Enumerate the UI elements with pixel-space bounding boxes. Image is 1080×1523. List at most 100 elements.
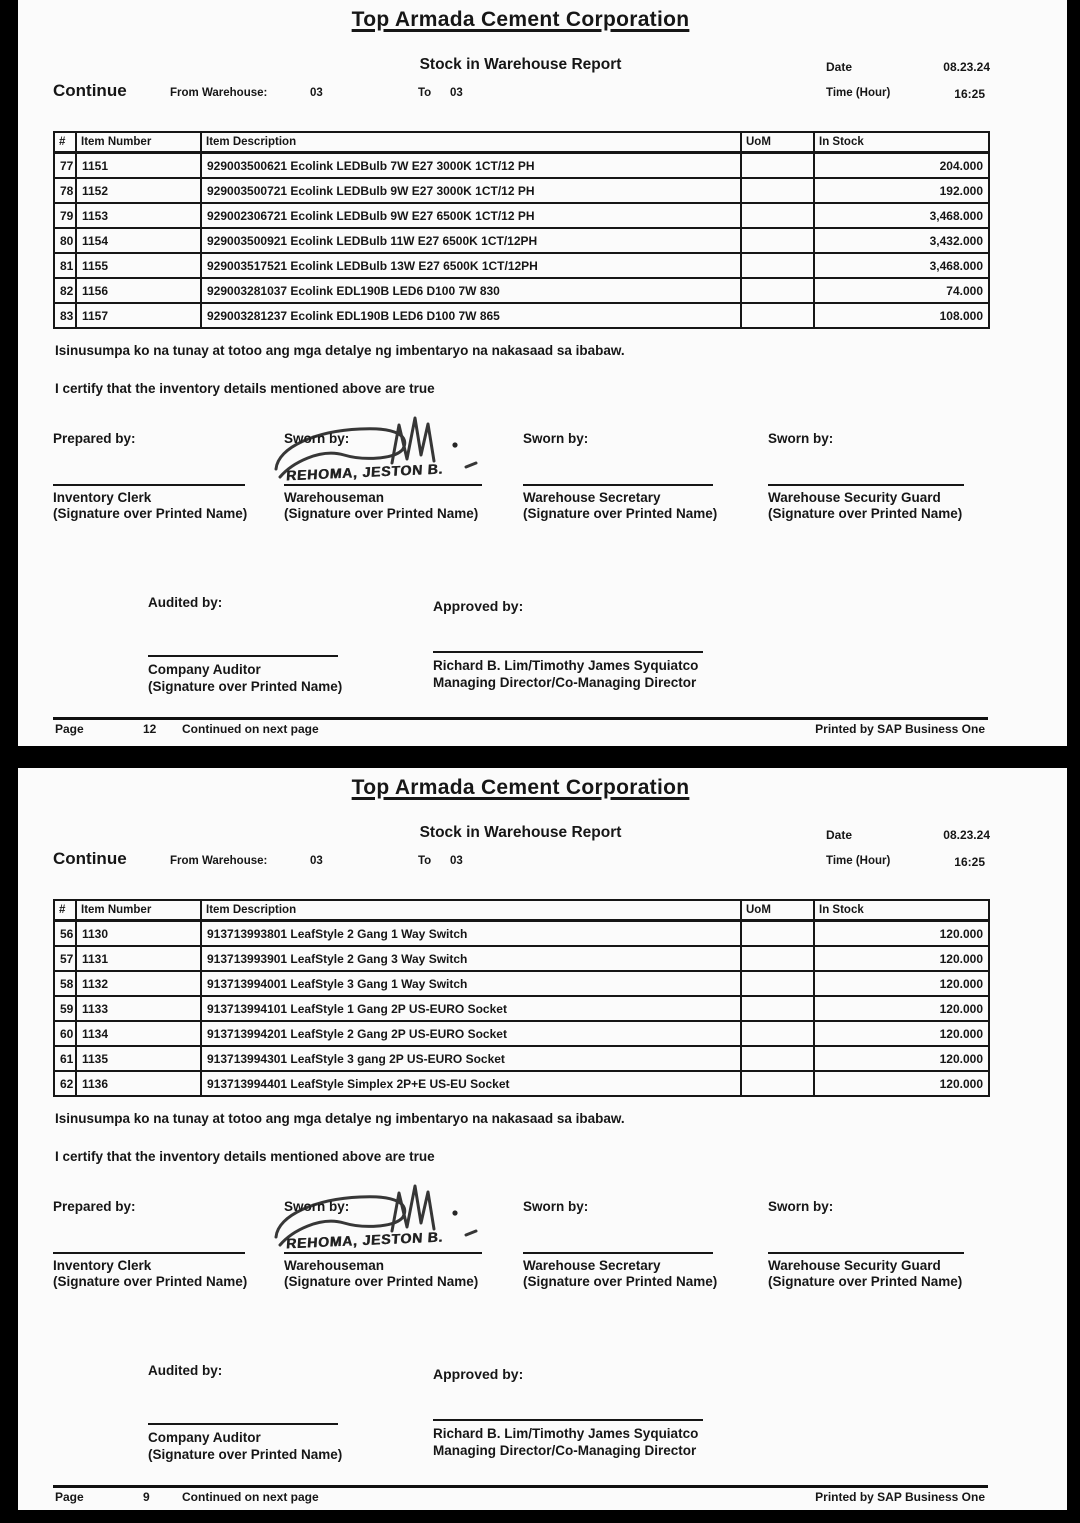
uom-cell: [740, 1020, 815, 1047]
table-row: 60 1134 913713994201 LeafStyle 2 Gang 2P U…: [53, 1020, 990, 1047]
signature-line-3: [523, 1252, 713, 1254]
table-row: 57 1131 913713993901 LeafStyle 2 Gang 3 Wa…: [53, 945, 990, 972]
auditor-role: Company Auditor: [148, 1430, 261, 1445]
role-inventory-clerk: Inventory Clerk: [53, 1258, 152, 1273]
sworn-by-label-2: Sworn by:: [523, 431, 589, 446]
item-description-cell: 929003500721 Ecolink LEDBulb 9W E27 3000…: [200, 177, 742, 204]
stock-table: # Item Number Item Description UoM In St…: [53, 131, 990, 329]
approved-by-label: Approved by:: [433, 1366, 524, 1382]
in-stock-cell: 120.000: [813, 1070, 990, 1097]
header-item-description: Item Description: [200, 899, 742, 922]
header-in-stock: In Stock: [813, 131, 990, 154]
table-row: 82 1156 929003281037 Ecolink EDL190B LED6 …: [53, 277, 990, 304]
footer-rule: [53, 717, 988, 720]
table-row: 81 1155 929003517521 Ecolink LEDBulb 13W E…: [53, 252, 990, 279]
table-row: 78 1152 929003500721 Ecolink LEDBulb 9W E2…: [53, 177, 990, 204]
to-label: To: [418, 87, 432, 99]
signature-caption-3: (Signature over Printed Name): [523, 1274, 718, 1289]
table-row: 80 1154 929003500921 Ecolink LEDBulb 11W E…: [53, 227, 990, 254]
report-page-1: Top Armada Cement Corporation Stock in W…: [18, 0, 1067, 746]
signature-line-4: [768, 1252, 964, 1254]
item-description-cell: 929003281037 Ecolink EDL190B LED6 D100 7…: [200, 277, 742, 304]
item-number-cell: 1151: [75, 151, 202, 179]
uom-cell: [740, 302, 815, 329]
stock-table: # Item Number Item Description UoM In St…: [53, 899, 990, 1097]
audited-by-label: Audited by:: [148, 595, 223, 610]
table-row: 62 1136 913713994401 LeafStyle Simplex 2P+…: [53, 1070, 990, 1097]
approver-names: Richard B. Lim/Timothy James Syquiatco: [433, 1426, 699, 1441]
role-warehouse-secretary: Warehouse Secretary: [523, 490, 661, 505]
uom-cell: [740, 945, 815, 972]
item-number-cell: 1157: [75, 302, 202, 329]
row-number: 60: [53, 1020, 77, 1047]
item-description-cell: 913713994201 LeafStyle 2 Gang 2P US-EURO…: [200, 1020, 742, 1047]
in-stock-cell: 120.000: [813, 945, 990, 972]
from-warehouse-value: 03: [310, 855, 323, 867]
to-label: To: [418, 855, 432, 867]
auditor-role: Company Auditor: [148, 662, 261, 677]
from-warehouse-label: From Warehouse:: [170, 855, 268, 867]
item-description-cell: 913713994001 LeafStyle 3 Gang 1 Way Swit…: [200, 970, 742, 997]
row-number: 59: [53, 995, 77, 1022]
date-label: Date: [826, 60, 853, 74]
table-row: 83 1157 929003281237 Ecolink EDL190B LED6 …: [53, 302, 990, 329]
uom-cell: [740, 151, 815, 179]
row-number: 80: [53, 227, 77, 254]
in-stock-cell: 120.000: [813, 1045, 990, 1072]
footer-page-label: Page: [55, 1490, 84, 1504]
role-warehouse-security-guard: Warehouse Security Guard: [768, 1258, 941, 1273]
report-page-2: Top Armada Cement Corporation Stock in W…: [18, 768, 1067, 1510]
in-stock-cell: 3,468.000: [813, 202, 990, 229]
in-stock-cell: 108.000: [813, 302, 990, 329]
sworn-by-label-3: Sworn by:: [768, 431, 834, 446]
role-warehouse-security-guard: Warehouse Security Guard: [768, 490, 941, 505]
footer-page-number: 9: [143, 1490, 150, 1504]
in-stock-cell: 120.000: [813, 995, 990, 1022]
prepared-by-label: Prepared by:: [53, 431, 136, 446]
audited-by-label: Audited by:: [148, 1363, 223, 1378]
header-uom: UoM: [740, 131, 815, 154]
item-description-cell: 913713994401 LeafStyle Simplex 2P+E US-E…: [200, 1070, 742, 1097]
uom-cell: [740, 995, 815, 1022]
date-label: Date: [826, 828, 853, 842]
footer-printed-by: Printed by SAP Business One: [815, 1490, 985, 1504]
item-number-cell: 1136: [75, 1070, 202, 1097]
table-header: # Item Number Item Description UoM In St…: [53, 899, 990, 922]
signature-caption-2: (Signature over Printed Name): [284, 1274, 479, 1289]
item-number-cell: 1152: [75, 177, 202, 204]
time-value: 16:25: [954, 87, 985, 101]
row-number: 77: [53, 151, 77, 179]
in-stock-cell: 204.000: [813, 151, 990, 179]
table-row: 58 1132 913713994001 LeafStyle 3 Gang 1 Wa…: [53, 970, 990, 997]
uom-cell: [740, 1070, 815, 1097]
sworn-by-label-2: Sworn by:: [523, 1199, 589, 1214]
certification-english: I certify that the inventory details men…: [55, 381, 435, 396]
company-title-text: Top Armada Cement Corporation: [351, 8, 690, 31]
report-title: Stock in Warehouse Report: [419, 56, 622, 73]
header-uom: UoM: [740, 899, 815, 922]
continue-label: Continue: [53, 849, 127, 868]
item-number-cell: 1153: [75, 202, 202, 229]
role-warehouseman: Warehouseman: [284, 1258, 385, 1273]
auditor-signature-line: [148, 1423, 338, 1425]
prepared-by-label: Prepared by:: [53, 1199, 136, 1214]
in-stock-cell: 3,468.000: [813, 252, 990, 279]
item-description-cell: 929003517521 Ecolink LEDBulb 13W E27 650…: [200, 252, 742, 279]
header-item-number: Item Number: [75, 899, 202, 922]
row-number: 61: [53, 1045, 77, 1072]
item-number-cell: 1135: [75, 1045, 202, 1072]
from-warehouse-label: From Warehouse:: [170, 87, 268, 99]
table-row: 77 1151 929003500621 Ecolink LEDBulb 7W E2…: [53, 151, 990, 179]
in-stock-cell: 74.000: [813, 277, 990, 304]
row-number: 58: [53, 970, 77, 997]
date-value: 08.23.24: [943, 828, 990, 842]
footer-page-label: Page: [55, 722, 84, 736]
item-number-cell: 1131: [75, 945, 202, 972]
row-number: 79: [53, 202, 77, 229]
approver-names: Richard B. Lim/Timothy James Syquiatco: [433, 658, 699, 673]
certification-tagalog: Isinusumpa ko na tunay at totoo ang mga …: [55, 343, 625, 358]
in-stock-cell: 120.000: [813, 970, 990, 997]
row-number: 81: [53, 252, 77, 279]
footer-continued: Continued on next page: [182, 1490, 319, 1504]
item-description-cell: 913713994101 LeafStyle 1 Gang 2P US-EURO…: [200, 995, 742, 1022]
